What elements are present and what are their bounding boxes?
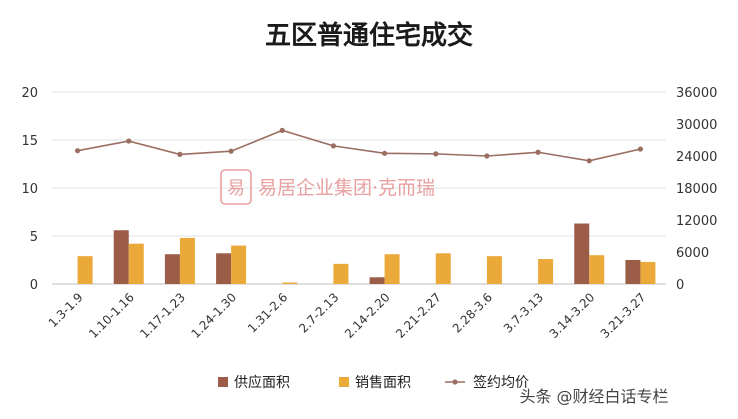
right-tick-label: 0 bbox=[676, 278, 684, 293]
left-tick-label: 10 bbox=[21, 182, 38, 197]
x-tick-label: 2.7-2.13 bbox=[296, 290, 341, 335]
bar-supply bbox=[625, 260, 641, 284]
x-axis-labels: 1.3-1.9 1.10-1.16 1.17-1.23 1.24-1.30 1.31-2… bbox=[46, 290, 649, 341]
bar-sales bbox=[179, 237, 195, 284]
bar-sales bbox=[77, 256, 93, 284]
legend-label: 供应面积 bbox=[234, 374, 290, 391]
price-point bbox=[177, 151, 183, 157]
price-line bbox=[74, 127, 644, 164]
price-point bbox=[381, 150, 388, 156]
left-tick-label: 5 bbox=[30, 230, 38, 245]
chart-title: 五区普通住宅成交 bbox=[265, 20, 473, 51]
right-tick-label: 6000 bbox=[676, 246, 709, 261]
right-tick-label: 24000 bbox=[676, 150, 717, 165]
grid-lines bbox=[52, 91, 666, 285]
left-tick-label: 0 bbox=[30, 278, 38, 293]
bar-supply bbox=[113, 230, 129, 284]
watermark: 易 易居企业集团·克而瑞 bbox=[220, 169, 435, 205]
price-point bbox=[637, 146, 644, 152]
watermark-text: 易居企业集团·克而瑞 bbox=[258, 177, 435, 199]
bar-supply bbox=[216, 253, 232, 284]
bar-sales bbox=[333, 263, 349, 284]
right-tick-label: 18000 bbox=[676, 182, 717, 197]
x-tick-label: 2.21-2.27 bbox=[393, 290, 444, 341]
bars bbox=[77, 223, 656, 284]
bar-sales bbox=[538, 259, 554, 284]
bar-sales bbox=[282, 282, 298, 284]
left-y-axis: 0 5 10 15 20 bbox=[21, 86, 38, 293]
bar-supply bbox=[164, 254, 180, 284]
legend-swatch-dot bbox=[452, 379, 458, 385]
price-point bbox=[484, 153, 490, 159]
price-point bbox=[433, 151, 439, 157]
price-point bbox=[228, 148, 234, 154]
right-tick-label: 36000 bbox=[676, 86, 717, 101]
price-point bbox=[535, 149, 541, 155]
bar-sales bbox=[486, 256, 502, 284]
x-tick-label: 2.28-3.6 bbox=[450, 290, 495, 335]
left-tick-label: 20 bbox=[21, 86, 38, 101]
left-tick-label: 15 bbox=[21, 134, 38, 149]
legend-swatch bbox=[339, 377, 349, 387]
right-y-axis: 0 6000 12000 18000 24000 30000 36000 bbox=[676, 86, 717, 293]
price-line-path bbox=[77, 129, 641, 162]
bar-sales bbox=[231, 245, 247, 284]
price-point bbox=[330, 143, 337, 149]
watermark-logo-char: 易 bbox=[227, 178, 245, 199]
x-tick-label: 3.14-3.20 bbox=[547, 290, 598, 341]
bar-sales bbox=[640, 261, 656, 284]
bar-supply bbox=[574, 223, 590, 284]
bar-sales bbox=[435, 253, 451, 284]
x-tick-label: 2.14-2.20 bbox=[342, 290, 393, 341]
bar-supply bbox=[369, 277, 385, 284]
x-tick-label: 3.7-3.13 bbox=[501, 290, 546, 335]
watermark-logo-icon bbox=[220, 169, 252, 205]
x-tick-label: 1.31-2.6 bbox=[245, 290, 290, 335]
bar-sales bbox=[589, 255, 605, 284]
x-tick-label: 1.17-1.23 bbox=[137, 290, 188, 341]
right-tick-label: 12000 bbox=[676, 214, 717, 229]
price-point bbox=[74, 148, 81, 154]
price-point bbox=[126, 138, 132, 144]
x-tick-label: 1.24-1.30 bbox=[188, 290, 239, 341]
bar-sales bbox=[384, 254, 400, 284]
x-tick-label: 1.3-1.9 bbox=[46, 290, 86, 330]
price-point bbox=[279, 127, 285, 133]
legend: 供应面积 销售面积 签约均价 bbox=[218, 374, 529, 391]
x-tick-label: 3.21-3.27 bbox=[598, 290, 649, 341]
price-point bbox=[586, 158, 592, 164]
legend-label: 签约均价 bbox=[473, 374, 529, 391]
legend-swatch bbox=[218, 377, 228, 387]
legend-label: 销售面积 bbox=[355, 375, 411, 391]
x-tick-label: 1.10-1.16 bbox=[86, 290, 137, 341]
bar-sales bbox=[128, 243, 144, 284]
right-tick-label: 30000 bbox=[676, 118, 717, 133]
footer-watermark: 头条 @财经白话专栏 bbox=[519, 387, 668, 406]
